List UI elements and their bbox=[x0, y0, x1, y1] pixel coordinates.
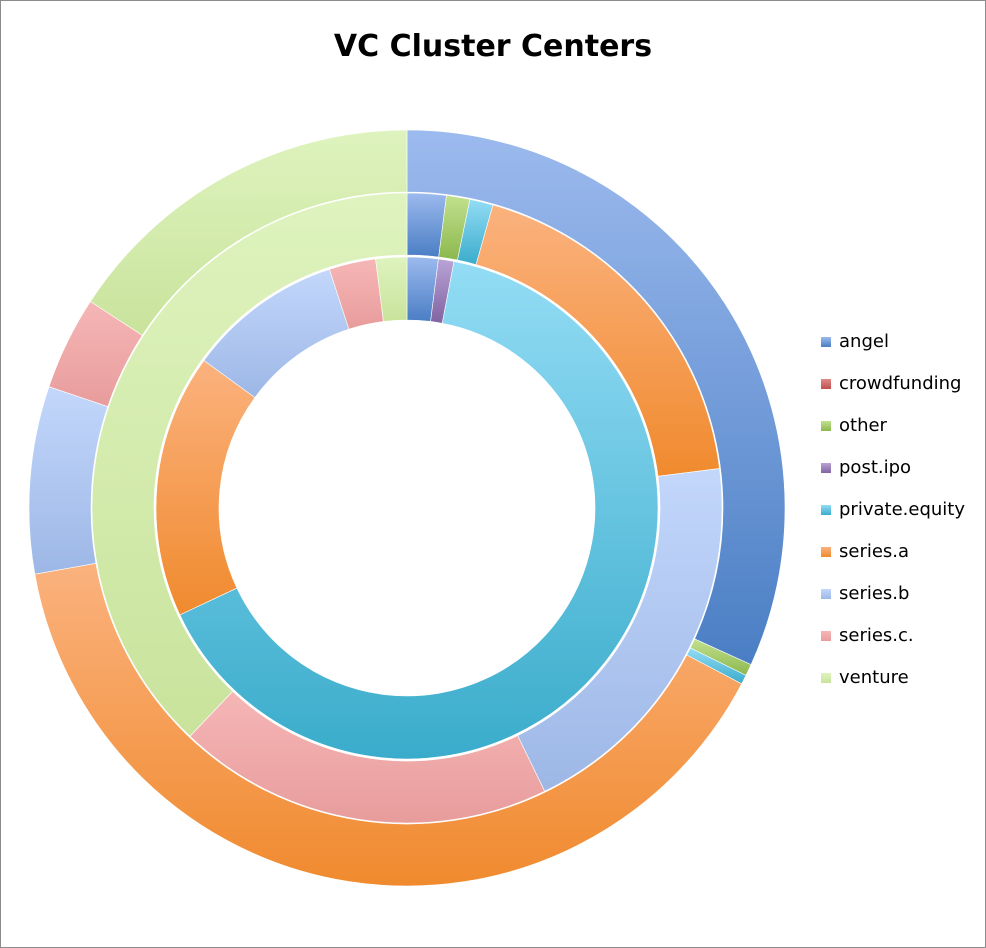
legend-swatch bbox=[821, 589, 831, 599]
legend-swatch bbox=[821, 379, 831, 389]
legend-label: series.a bbox=[839, 541, 910, 562]
legend-label: venture bbox=[839, 667, 909, 688]
legend-label: series.c. bbox=[839, 625, 914, 646]
outer-ring-slice-angel bbox=[406, 129, 786, 666]
legend-label: private.equity bbox=[839, 499, 965, 520]
legend-swatch bbox=[821, 337, 831, 347]
inner-ring-slice-venture bbox=[375, 256, 408, 322]
legend-label: other bbox=[839, 415, 887, 436]
legend-swatch bbox=[821, 547, 831, 557]
legend-swatch bbox=[821, 505, 831, 515]
chart-title: VC Cluster Centers bbox=[333, 29, 653, 64]
outer-ring-slice-series-a bbox=[34, 562, 743, 887]
legend-label: crowdfunding bbox=[839, 373, 962, 394]
outer-ring-slice-venture bbox=[89, 129, 408, 336]
inner-ring-slice-private-equity bbox=[179, 261, 659, 760]
legend-swatch bbox=[821, 421, 831, 431]
legend-label: angel bbox=[839, 331, 889, 352]
middle-ring-slice-venture bbox=[91, 192, 408, 737]
legend-label: post.ipo bbox=[839, 457, 912, 478]
legend-swatch bbox=[821, 463, 831, 473]
legend-label: series.b bbox=[839, 583, 910, 604]
legend-swatch bbox=[821, 631, 831, 641]
legend-swatch bbox=[821, 673, 831, 683]
